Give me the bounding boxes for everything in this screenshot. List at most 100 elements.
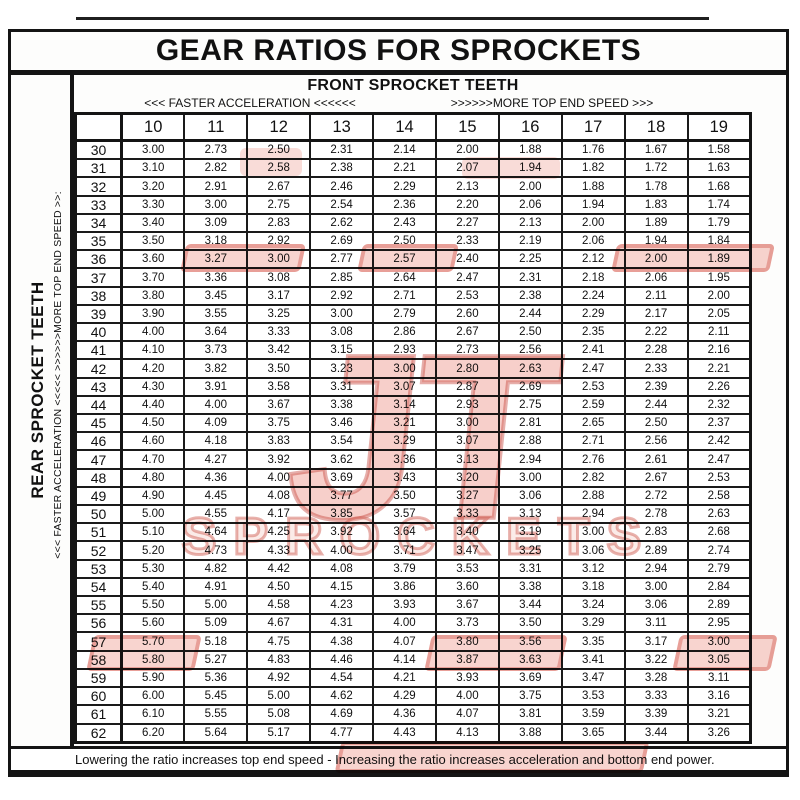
ratio-cell: 2.24 <box>560 285 626 306</box>
ratio-cell: 4.15 <box>309 576 375 598</box>
ratio-cell: 3.40 <box>120 212 186 234</box>
ratio-cell: 4.50 <box>246 576 312 598</box>
ratio-cell: 3.18 <box>560 576 626 598</box>
ratio-cell: 4.46 <box>309 649 375 670</box>
ratio-cell: 4.20 <box>120 358 186 379</box>
ratio-cell: 4.77 <box>309 722 375 744</box>
ratio-cell: 2.64 <box>372 267 437 288</box>
ratio-cell: 3.15 <box>309 340 375 361</box>
ratio-cell: 2.28 <box>623 340 689 361</box>
ratio-cell: 3.33 <box>434 504 500 525</box>
ratio-cell: 2.82 <box>560 467 626 488</box>
ratio-cell: 2.92 <box>309 285 375 306</box>
ratio-cell: 2.68 <box>686 522 752 543</box>
ratio-cell: 3.62 <box>309 449 375 470</box>
rear-teeth-label: 58 <box>74 649 123 670</box>
table-row: 49 4.90 4.45 4.08 3.77 3.50 3.27 3.06 2.88 2.72 2.… <box>74 485 752 507</box>
ratio-cell: 1.88 <box>560 176 626 197</box>
ratio-cell: 5.80 <box>120 649 186 670</box>
ratio-cell: 3.46 <box>309 413 375 434</box>
ratio-cell: 2.35 <box>560 322 626 343</box>
front-teeth-row: 10 11 12 13 14 15 16 17 18 19 <box>74 112 752 142</box>
ratio-cell: 4.40 <box>120 394 186 416</box>
ratio-cell: 3.86 <box>372 576 437 598</box>
rear-teeth-label: 42 <box>74 358 123 379</box>
front-teeth-header: 18 <box>623 112 689 142</box>
ratio-cell: 3.91 <box>183 376 249 397</box>
ratio-cell: 3.21 <box>372 413 437 434</box>
ratio-cell: 5.08 <box>246 704 312 725</box>
ratio-cell: 4.42 <box>246 558 312 579</box>
ratio-cell: 2.29 <box>560 303 626 325</box>
ratio-cell: 4.70 <box>120 449 186 470</box>
ratio-cell: 3.87 <box>434 649 500 670</box>
table-row: 34 3.40 3.09 2.83 2.62 2.43 2.27 2.13 2.00 1.89 1.… <box>74 212 752 234</box>
ratio-cell: 1.89 <box>623 212 689 234</box>
ratio-cell: 2.25 <box>497 249 563 270</box>
ratio-cell: 4.13 <box>434 722 500 744</box>
ratio-cell: 1.74 <box>686 194 752 215</box>
ratio-cell: 1.89 <box>686 249 752 270</box>
title-bar: GEAR RATIOS FOR SPROCKETS <box>11 32 786 75</box>
ratio-cell: 2.47 <box>686 449 752 470</box>
ratio-cell: 3.10 <box>120 158 186 179</box>
rear-teeth-label: 48 <box>74 467 123 488</box>
ratio-cell: 3.59 <box>560 704 626 725</box>
ratio-cell: 2.75 <box>497 394 563 416</box>
ratio-cell: 1.67 <box>623 139 689 161</box>
ratio-cell: 3.07 <box>372 376 437 397</box>
rear-teeth-label: 39 <box>74 303 123 325</box>
ratio-cell: 2.53 <box>434 285 500 306</box>
ratio-cell: 3.33 <box>246 322 312 343</box>
ratio-cell: 4.92 <box>246 667 312 689</box>
ratio-cell: 3.29 <box>560 613 626 634</box>
ratio-cell: 4.29 <box>372 686 437 707</box>
table-row: 62 6.20 5.64 5.17 4.77 4.43 4.13 3.88 3.65 3.44 3.… <box>74 722 752 744</box>
ratio-cell: 3.27 <box>434 485 500 507</box>
ratio-cell: 3.11 <box>686 667 752 689</box>
ratio-cell: 2.94 <box>623 558 689 579</box>
ratio-cell: 2.67 <box>434 322 500 343</box>
ratio-cell: 2.06 <box>560 231 626 252</box>
ratio-cell: 2.82 <box>183 158 249 179</box>
ratio-cell: 2.92 <box>246 231 312 252</box>
ratio-cell: 3.80 <box>434 631 500 652</box>
ratio-cell: 2.33 <box>434 231 500 252</box>
ratio-cell: 3.77 <box>309 485 375 507</box>
footer-note: Lowering the ratio increases top end spe… <box>75 752 715 767</box>
ratio-cell: 4.14 <box>372 649 437 670</box>
ratio-cell: 2.53 <box>560 376 626 397</box>
rear-teeth-label: 53 <box>74 558 123 579</box>
ratio-cell: 1.76 <box>560 139 626 161</box>
ratio-cell: 2.89 <box>686 595 752 616</box>
rear-teeth-label: 31 <box>74 158 123 179</box>
ratio-cell: 4.82 <box>183 558 249 579</box>
ratio-cell: 2.11 <box>623 285 689 306</box>
ratio-cell: 3.50 <box>372 485 437 507</box>
table-row: 35 3.50 3.18 2.92 2.69 2.50 2.33 2.19 2.06 1.94 1.… <box>74 231 752 252</box>
table-row: 55 5.50 5.00 4.58 4.23 3.93 3.67 3.44 3.24 3.06 2.… <box>74 595 752 616</box>
ratio-cell: 2.42 <box>686 431 752 452</box>
ratio-cell: 3.81 <box>497 704 563 725</box>
ratio-cell: 3.64 <box>372 522 437 543</box>
ratio-cell: 3.38 <box>309 394 375 416</box>
ratio-cell: 5.09 <box>183 613 249 634</box>
ratio-cell: 4.09 <box>183 413 249 434</box>
ratio-cell: 2.05 <box>686 303 752 325</box>
ratio-cell: 4.83 <box>246 649 312 670</box>
ratio-cell: 3.06 <box>497 485 563 507</box>
ratio-cell: 4.64 <box>183 522 249 543</box>
ratio-cell: 2.58 <box>686 485 752 507</box>
ratio-cell: 5.60 <box>120 613 186 634</box>
ratio-cell: 3.73 <box>183 340 249 361</box>
ratio-cell: 3.08 <box>246 267 312 288</box>
ratio-cell: 5.18 <box>183 631 249 652</box>
ratio-cell: 3.21 <box>686 704 752 725</box>
front-teeth-header: 10 <box>120 112 186 142</box>
ratio-cell: 3.79 <box>372 558 437 579</box>
ratio-cell: 2.61 <box>623 449 689 470</box>
ratio-cell: 4.10 <box>120 340 186 361</box>
ratio-cell: 4.55 <box>183 504 249 525</box>
table-area: FRONT SPROCKET TEETH <<< FASTER ACCELERA… <box>74 75 786 746</box>
ratio-cell: 1.68 <box>686 176 752 197</box>
